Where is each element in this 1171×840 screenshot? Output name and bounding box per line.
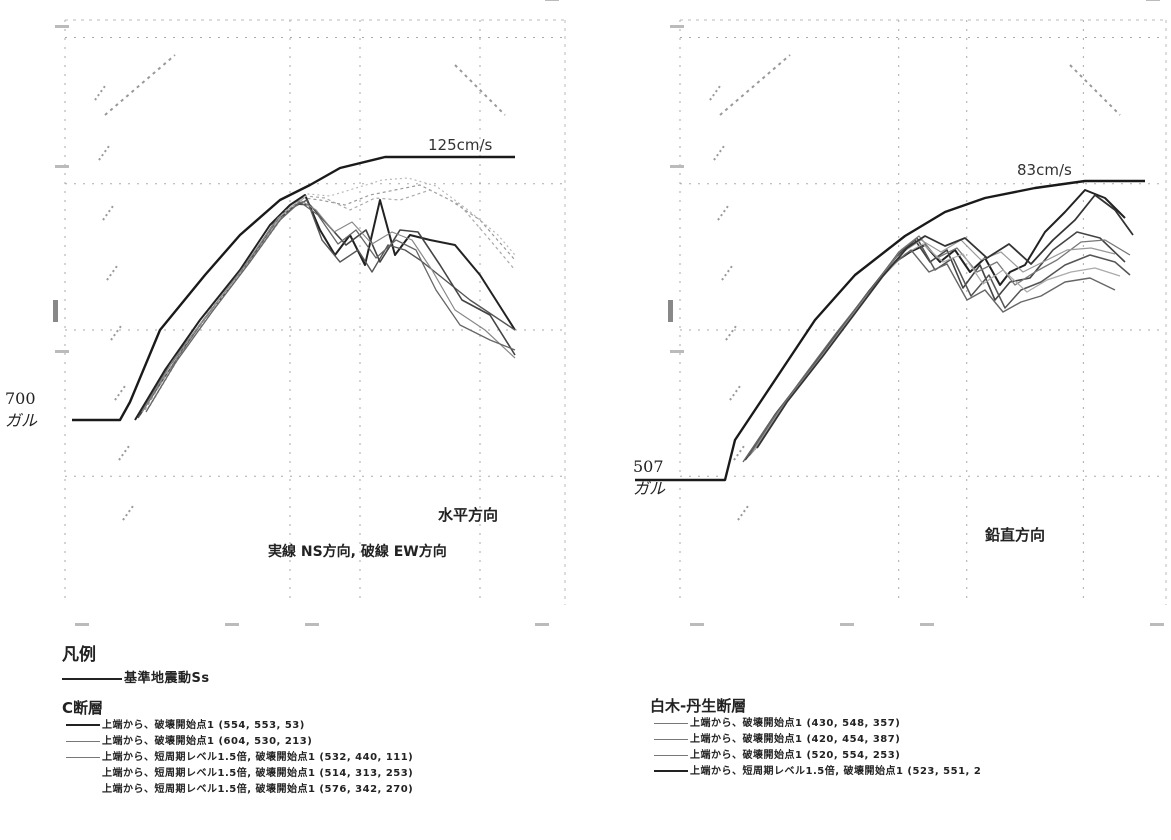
diagonal-guide-mark	[94, 85, 106, 101]
legend-line-standard	[62, 677, 122, 680]
legend-item: 上端から、破壊開始点1 (430, 548, 357)	[654, 716, 981, 732]
legend-group-c-items: 上端から、破壊開始点1 (554, 553, 53) 上端から、破壊開始点1 (…	[66, 718, 413, 798]
legend-item: 上端から、短周期レベル1.5倍, 破壊開始点1 (523, 551, 2	[654, 764, 981, 780]
base-acceleration-unit: ガル	[5, 411, 38, 430]
fault-spectrum-line	[744, 189, 1126, 461]
diagonal-guide-mark	[737, 505, 749, 521]
faint-tick-label	[1150, 623, 1164, 626]
legend-group-shiraki-items: 上端から、破壊開始点1 (430, 548, 357) 上端から、破壊開始点1 …	[654, 716, 981, 780]
faint-tick-label	[920, 623, 934, 626]
base-acceleration-label: 700	[5, 389, 36, 408]
faint-tick-label	[545, 0, 559, 1]
faint-tick-label	[670, 25, 684, 28]
legend-group-shiraki: 白木-丹生断層	[650, 697, 747, 715]
diagonal-guide-mark	[729, 385, 741, 401]
diagonal-guide-mark	[102, 205, 114, 221]
diagonal-guide-mark	[122, 505, 134, 521]
direction-label: 鉛直方向	[985, 526, 1045, 544]
direction-note-label: 実線 NS方向, 破線 EW方向	[268, 543, 447, 560]
axis-unit-mark	[668, 300, 673, 322]
base-acceleration-unit: ガル	[633, 479, 666, 498]
faint-tick-label	[670, 350, 684, 353]
diagonal-guide-top-right	[454, 64, 506, 116]
fault-spectrum-line	[139, 203, 516, 416]
diagonal-guide-mark	[110, 325, 122, 341]
axis-unit-mark	[53, 300, 58, 322]
legend-item: 上端から、破壊開始点1 (420, 454, 387)	[654, 732, 981, 748]
faint-tick-label	[75, 623, 89, 626]
faint-tick-label	[55, 165, 69, 168]
legend-title: 凡例	[62, 645, 96, 665]
faint-tick-label	[305, 623, 319, 626]
standard-spectrum-line	[72, 155, 515, 422]
fault-spectrum-line	[756, 194, 1134, 449]
faint-tick-label	[670, 165, 684, 168]
diagonal-guide-mark	[709, 85, 721, 101]
legend: 凡例 基準地震動Ss C断層 上端から、破壊開始点1 (554, 553, 53…	[62, 640, 413, 798]
fault-spectrum-line	[144, 184, 516, 411]
diagonal-guide-top-left	[104, 54, 176, 116]
fault-spectrum-line	[147, 189, 516, 409]
legend-standard-label: 基準地震動Ss	[124, 671, 210, 686]
fault-spectrum-line	[746, 231, 1126, 459]
legend-item: 上端から、破壊開始点1 (554, 553, 53)	[66, 718, 413, 734]
right-spectrum-panel: 83cm/s 507 ガル鉛直方向	[585, 0, 1171, 626]
max-velocity-label: 125cm/s	[428, 136, 493, 154]
fault-spectrum-line	[754, 243, 1121, 451]
faint-tick-label	[225, 623, 239, 626]
legend-group-c: C断層	[62, 699, 104, 717]
faint-tick-label	[840, 623, 854, 626]
faint-tick-label	[55, 350, 69, 353]
diagonal-guide-top-right	[1069, 64, 1121, 116]
legend-standard: 基準地震動Ss	[62, 671, 413, 687]
fault-spectrum-line	[137, 199, 516, 419]
faint-tick-label	[690, 623, 704, 626]
legend-item: 上端から、破壊開始点1 (604, 530, 213)	[66, 734, 413, 750]
diagonal-guide-mark	[713, 145, 725, 161]
diagonal-guide-top-left	[719, 54, 791, 116]
legend-item: 上端から、短周期レベル1.5倍, 破壊開始点1 (514, 313, 253)	[102, 768, 414, 779]
fault-spectrum-line	[145, 201, 516, 413]
legend-right: 白木-丹生断層 上端から、破壊開始点1 (430, 548, 357) 上端から…	[650, 695, 981, 780]
faint-tick-label	[535, 623, 549, 626]
fault-spectrum-line	[149, 177, 516, 407]
base-acceleration-label: 507	[633, 457, 664, 476]
legend-item: 上端から、破壊開始点1 (520, 554, 253)	[654, 748, 981, 764]
diagonal-guide-mark	[118, 445, 130, 461]
diagonal-guide-mark	[721, 265, 733, 281]
diagonal-guide-mark	[733, 445, 745, 461]
fault-spectrum-line	[134, 194, 516, 421]
standard-spectrum-line	[635, 179, 1145, 482]
diagonal-guide-mark	[717, 205, 729, 221]
diagonal-guide-mark	[106, 265, 118, 281]
legend-item: 上端から、短周期レベル1.5倍, 破壊開始点1 (576, 342, 270)	[102, 784, 414, 795]
faint-tick-label	[1146, 0, 1160, 1]
legend-item: 上端から、短周期レベル1.5倍, 破壊開始点1 (532, 440, 111)	[66, 750, 413, 766]
faint-tick-label	[55, 25, 69, 28]
fault-spectrum-line	[742, 249, 1116, 463]
fault-spectrum-line	[752, 239, 1116, 453]
left-spectrum-panel: 125cm/s 700 ガル水平方向実線 NS方向, 破線 EW方向	[0, 0, 585, 626]
fault-spectrum-line	[141, 199, 516, 413]
max-velocity-label: 83cm/s	[1017, 161, 1072, 179]
direction-label: 水平方向	[438, 506, 498, 524]
fault-spectrum-line	[748, 237, 1131, 457]
diagonal-guide-mark	[98, 145, 110, 161]
diagonal-guide-mark	[725, 325, 737, 341]
fault-spectrum-line	[750, 235, 1131, 455]
diagonal-guide-mark	[114, 385, 126, 401]
